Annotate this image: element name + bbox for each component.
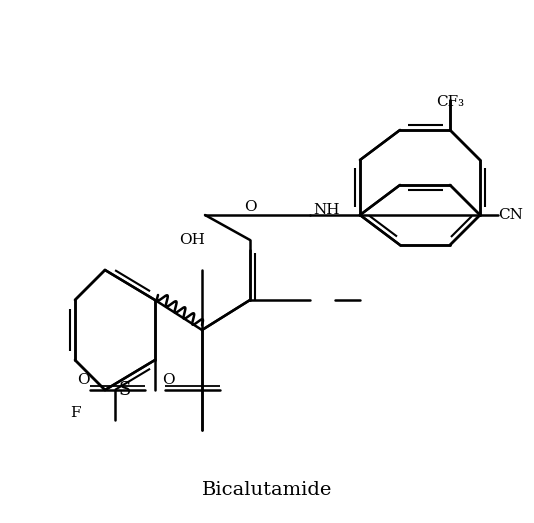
Text: NH: NH bbox=[313, 203, 340, 217]
Text: OH: OH bbox=[179, 233, 205, 247]
Text: O: O bbox=[244, 200, 256, 214]
Text: CN: CN bbox=[498, 208, 523, 222]
Text: CF₃: CF₃ bbox=[436, 95, 464, 109]
Text: S: S bbox=[119, 381, 131, 399]
Text: O: O bbox=[162, 373, 175, 387]
Text: O: O bbox=[77, 373, 90, 387]
Text: Bicalutamide: Bicalutamide bbox=[202, 481, 332, 499]
Text: F: F bbox=[70, 406, 80, 420]
